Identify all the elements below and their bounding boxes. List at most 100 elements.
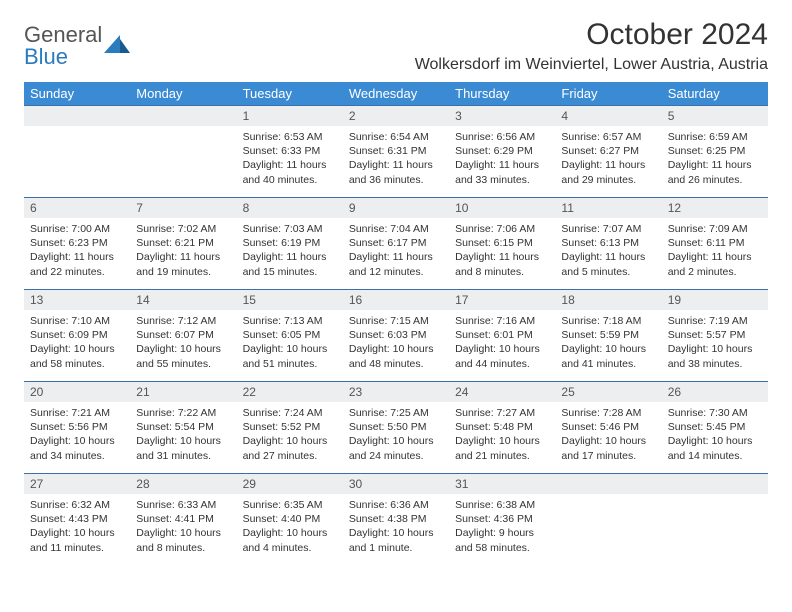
- calendar-cell: 24Sunrise: 7:27 AMSunset: 5:48 PMDayligh…: [449, 382, 555, 474]
- day-line: Sunrise: 6:32 AM: [30, 498, 124, 512]
- calendar-cell: 20Sunrise: 7:21 AMSunset: 5:56 PMDayligh…: [24, 382, 130, 474]
- day-line: Daylight: 10 hours and 4 minutes.: [243, 526, 337, 554]
- day-line: Sunset: 6:17 PM: [349, 236, 443, 250]
- day-line: Sunrise: 6:53 AM: [243, 130, 337, 144]
- weekday-header: Friday: [555, 82, 661, 106]
- day-number: [662, 474, 768, 494]
- weekday-header: Monday: [130, 82, 236, 106]
- weekday-header: Saturday: [662, 82, 768, 106]
- day-line: Sunrise: 7:09 AM: [668, 222, 762, 236]
- calendar-cell: 17Sunrise: 7:16 AMSunset: 6:01 PMDayligh…: [449, 290, 555, 382]
- day-line: Daylight: 10 hours and 38 minutes.: [668, 342, 762, 370]
- day-line: Daylight: 10 hours and 14 minutes.: [668, 434, 762, 462]
- day-number: 5: [662, 106, 768, 126]
- day-line: Sunrise: 7:18 AM: [561, 314, 655, 328]
- calendar-cell: 6Sunrise: 7:00 AMSunset: 6:23 PMDaylight…: [24, 198, 130, 290]
- calendar-cell: 22Sunrise: 7:24 AMSunset: 5:52 PMDayligh…: [237, 382, 343, 474]
- day-body: Sunrise: 7:24 AMSunset: 5:52 PMDaylight:…: [237, 402, 343, 467]
- day-line: Daylight: 10 hours and 24 minutes.: [349, 434, 443, 462]
- day-line: Daylight: 10 hours and 55 minutes.: [136, 342, 230, 370]
- day-body: Sunrise: 7:07 AMSunset: 6:13 PMDaylight:…: [555, 218, 661, 283]
- day-number: 6: [24, 198, 130, 218]
- day-number: 30: [343, 474, 449, 494]
- day-line: Sunrise: 7:22 AM: [136, 406, 230, 420]
- day-body: Sunrise: 7:28 AMSunset: 5:46 PMDaylight:…: [555, 402, 661, 467]
- day-number: 27: [24, 474, 130, 494]
- logo: General Blue: [24, 18, 132, 68]
- header: General Blue October 2024 Wolkersdorf im…: [24, 18, 768, 74]
- day-body: Sunrise: 6:35 AMSunset: 4:40 PMDaylight:…: [237, 494, 343, 559]
- day-line: Sunrise: 7:00 AM: [30, 222, 124, 236]
- calendar-row: 1Sunrise: 6:53 AMSunset: 6:33 PMDaylight…: [24, 106, 768, 198]
- calendar-cell: 5Sunrise: 6:59 AMSunset: 6:25 PMDaylight…: [662, 106, 768, 198]
- calendar-cell: 13Sunrise: 7:10 AMSunset: 6:09 PMDayligh…: [24, 290, 130, 382]
- calendar-cell: 12Sunrise: 7:09 AMSunset: 6:11 PMDayligh…: [662, 198, 768, 290]
- day-line: Sunset: 6:15 PM: [455, 236, 549, 250]
- day-number: [130, 106, 236, 126]
- calendar-cell: 1Sunrise: 6:53 AMSunset: 6:33 PMDaylight…: [237, 106, 343, 198]
- calendar-cell: 14Sunrise: 7:12 AMSunset: 6:07 PMDayligh…: [130, 290, 236, 382]
- day-line: Daylight: 11 hours and 33 minutes.: [455, 158, 549, 186]
- calendar-cell: 19Sunrise: 7:19 AMSunset: 5:57 PMDayligh…: [662, 290, 768, 382]
- day-number: 13: [24, 290, 130, 310]
- day-line: Sunset: 4:38 PM: [349, 512, 443, 526]
- calendar-cell: 23Sunrise: 7:25 AMSunset: 5:50 PMDayligh…: [343, 382, 449, 474]
- day-line: Sunrise: 7:16 AM: [455, 314, 549, 328]
- calendar-cell: [24, 106, 130, 198]
- calendar-cell: 31Sunrise: 6:38 AMSunset: 4:36 PMDayligh…: [449, 474, 555, 566]
- day-line: Sunrise: 7:30 AM: [668, 406, 762, 420]
- day-number: 19: [662, 290, 768, 310]
- day-body: Sunrise: 7:30 AMSunset: 5:45 PMDaylight:…: [662, 402, 768, 467]
- weekday-header: Wednesday: [343, 82, 449, 106]
- calendar-row: 20Sunrise: 7:21 AMSunset: 5:56 PMDayligh…: [24, 382, 768, 474]
- day-body: Sunrise: 7:16 AMSunset: 6:01 PMDaylight:…: [449, 310, 555, 375]
- day-body: Sunrise: 7:27 AMSunset: 5:48 PMDaylight:…: [449, 402, 555, 467]
- day-line: Sunset: 5:57 PM: [668, 328, 762, 342]
- calendar-table: Sunday Monday Tuesday Wednesday Thursday…: [24, 82, 768, 566]
- day-line: Sunrise: 7:13 AM: [243, 314, 337, 328]
- day-line: Sunset: 5:52 PM: [243, 420, 337, 434]
- day-line: Sunset: 6:31 PM: [349, 144, 443, 158]
- day-line: Sunrise: 6:57 AM: [561, 130, 655, 144]
- day-body: Sunrise: 6:38 AMSunset: 4:36 PMDaylight:…: [449, 494, 555, 559]
- calendar-cell: 10Sunrise: 7:06 AMSunset: 6:15 PMDayligh…: [449, 198, 555, 290]
- day-body: Sunrise: 6:54 AMSunset: 6:31 PMDaylight:…: [343, 126, 449, 191]
- month-title: October 2024: [415, 18, 768, 52]
- weekday-header: Sunday: [24, 82, 130, 106]
- day-line: Sunrise: 7:10 AM: [30, 314, 124, 328]
- day-body: Sunrise: 7:06 AMSunset: 6:15 PMDaylight:…: [449, 218, 555, 283]
- day-number: 28: [130, 474, 236, 494]
- day-line: Daylight: 11 hours and 2 minutes.: [668, 250, 762, 278]
- day-body: Sunrise: 7:18 AMSunset: 5:59 PMDaylight:…: [555, 310, 661, 375]
- location: Wolkersdorf im Weinviertel, Lower Austri…: [415, 56, 768, 74]
- day-number: 31: [449, 474, 555, 494]
- day-line: Daylight: 10 hours and 41 minutes.: [561, 342, 655, 370]
- day-line: Sunrise: 7:12 AM: [136, 314, 230, 328]
- day-body: Sunrise: 7:04 AMSunset: 6:17 PMDaylight:…: [343, 218, 449, 283]
- day-body: Sunrise: 6:36 AMSunset: 4:38 PMDaylight:…: [343, 494, 449, 559]
- day-line: Sunrise: 7:28 AM: [561, 406, 655, 420]
- calendar-cell: 8Sunrise: 7:03 AMSunset: 6:19 PMDaylight…: [237, 198, 343, 290]
- calendar-cell: 16Sunrise: 7:15 AMSunset: 6:03 PMDayligh…: [343, 290, 449, 382]
- day-line: Daylight: 11 hours and 29 minutes.: [561, 158, 655, 186]
- day-line: Sunrise: 7:21 AM: [30, 406, 124, 420]
- day-line: Sunrise: 7:25 AM: [349, 406, 443, 420]
- day-body: Sunrise: 7:19 AMSunset: 5:57 PMDaylight:…: [662, 310, 768, 375]
- calendar-cell: 30Sunrise: 6:36 AMSunset: 4:38 PMDayligh…: [343, 474, 449, 566]
- day-number: 18: [555, 290, 661, 310]
- day-line: Sunrise: 6:59 AM: [668, 130, 762, 144]
- day-line: Daylight: 10 hours and 51 minutes.: [243, 342, 337, 370]
- day-number: 2: [343, 106, 449, 126]
- day-line: Daylight: 10 hours and 34 minutes.: [30, 434, 124, 462]
- day-line: Daylight: 10 hours and 44 minutes.: [455, 342, 549, 370]
- day-line: Sunset: 5:46 PM: [561, 420, 655, 434]
- day-body: Sunrise: 6:57 AMSunset: 6:27 PMDaylight:…: [555, 126, 661, 191]
- day-number: 9: [343, 198, 449, 218]
- day-number: 1: [237, 106, 343, 126]
- weekday-header: Tuesday: [237, 82, 343, 106]
- day-body: Sunrise: 7:13 AMSunset: 6:05 PMDaylight:…: [237, 310, 343, 375]
- day-line: Sunrise: 6:54 AM: [349, 130, 443, 144]
- day-line: Sunset: 6:25 PM: [668, 144, 762, 158]
- calendar-cell: 27Sunrise: 6:32 AMSunset: 4:43 PMDayligh…: [24, 474, 130, 566]
- day-body: Sunrise: 7:02 AMSunset: 6:21 PMDaylight:…: [130, 218, 236, 283]
